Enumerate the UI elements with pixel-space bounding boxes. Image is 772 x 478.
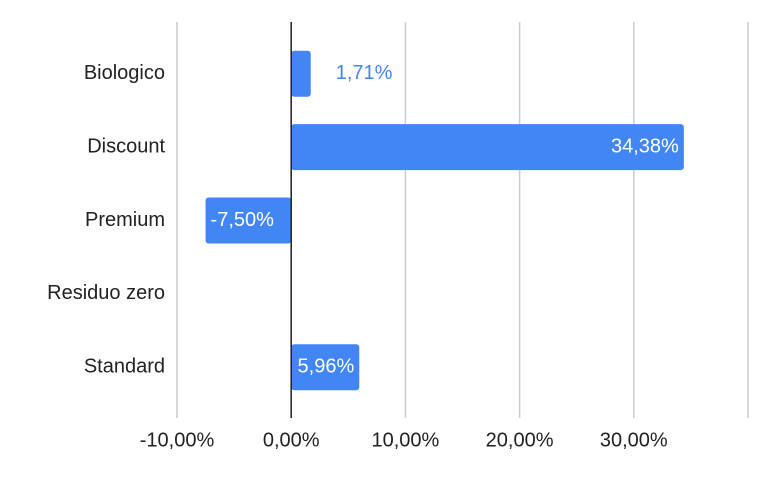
x-tick-label: 30,00% xyxy=(600,429,668,451)
x-tick-label: 10,00% xyxy=(371,429,439,451)
x-tick-label: 20,00% xyxy=(486,429,554,451)
y-tick-label: Biologico xyxy=(84,62,165,84)
value-label: -7,50% xyxy=(211,209,275,231)
value-label: 1,71% xyxy=(336,62,393,84)
y-tick-label: Premium xyxy=(85,209,165,231)
bar xyxy=(205,197,292,244)
bar xyxy=(291,344,360,391)
bar xyxy=(291,124,684,171)
y-tick-label: Discount xyxy=(87,135,165,157)
bar xyxy=(291,50,311,97)
y-tick-label: Residuo zero xyxy=(47,282,165,304)
value-label: 5,96% xyxy=(298,356,355,378)
x-tick-label: 0,00% xyxy=(263,429,320,451)
value-label: 34,38% xyxy=(611,135,679,157)
y-tick-label: Standard xyxy=(84,356,165,378)
x-tick-label: -10,00% xyxy=(140,429,215,451)
